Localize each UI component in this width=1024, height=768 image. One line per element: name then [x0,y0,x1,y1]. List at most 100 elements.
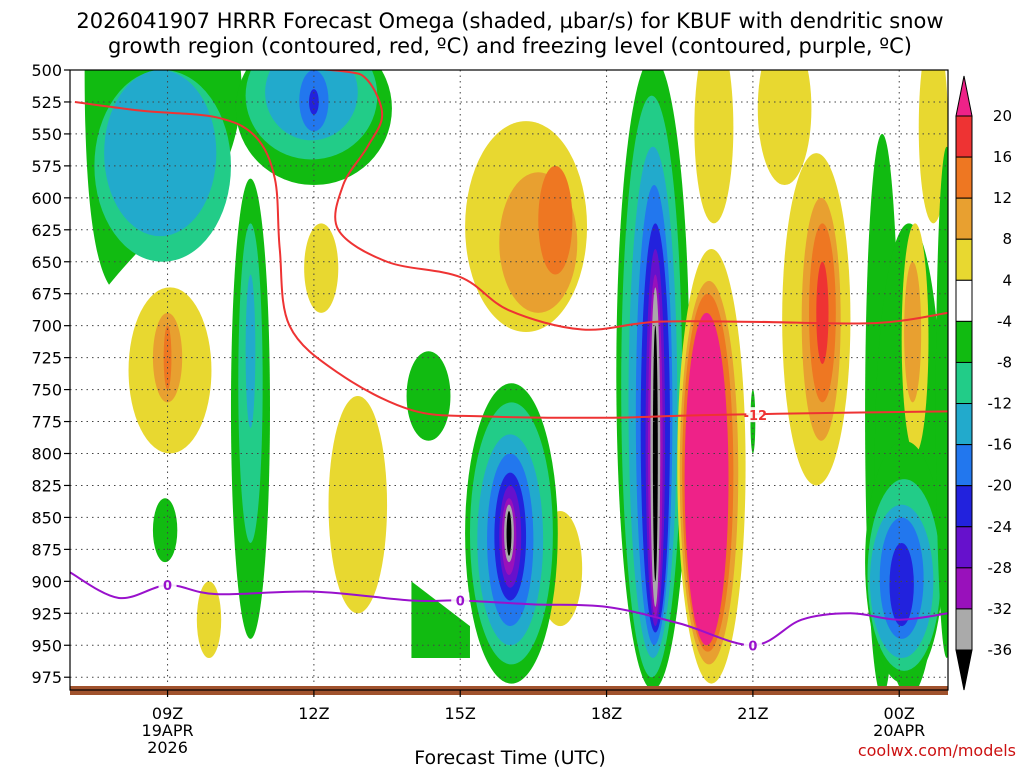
y-tick-label-19: 975 [31,668,62,687]
colorbar-segment-9 [955,485,973,528]
colorbar-label-13: -36 [988,641,1013,659]
chart-title-line1: 2026041907 HRRR Forecast Omega (shaded, … [76,9,943,33]
freezing-level-contour [70,571,948,647]
descent-12z-shade-13 [328,395,388,614]
ascent-14z-shade-17 [406,351,451,441]
y-tick-label-6: 650 [31,253,62,272]
x-tick-label-2-0: 15Z [445,704,476,723]
freezing-label-09z: 0 [163,579,172,594]
omega-shading [84,70,948,690]
ascent-10z-column-shade-9 [245,274,256,428]
colorbar-label-12: -32 [988,600,1013,618]
source-credit: coolwx.com/models [858,741,1016,760]
ascent-right-edge-shade-60 [935,146,948,658]
ascent-12z-shade-6 [309,89,319,115]
colorbar-label-7: -12 [988,395,1013,413]
colorbar-segment-3 [955,238,973,281]
colorbar-segment-0 [955,115,973,158]
ascent-00z-lower-shade-59 [889,542,914,627]
descent-20z-shade-44 [684,312,729,646]
pressure-axis: 500 525 550 575 600 625 650 675 700 725 750 775 800 8… [31,61,70,687]
colorbar-label-9: -20 [988,477,1013,495]
colorbar-label-4: 4 [1002,271,1012,289]
colorbar-label-1: 16 [993,148,1012,166]
colorbar-segment-10 [955,526,973,569]
dendritic-contour-label: -12 [744,409,768,424]
y-tick-label-13: 825 [31,476,62,495]
y-tick-label-10: 750 [31,381,62,400]
colorbar-label-8: -16 [988,436,1013,454]
colorbar-segment-5 [955,320,973,363]
colorbar-label-11: -28 [988,559,1013,577]
freezing-label-15z-bg [451,592,470,608]
contour-lines: -12 0 0 0 [70,70,948,654]
dendritic-contour-upper [316,70,948,331]
descent-09z-shade-12 [163,325,172,390]
ascent-upper-left-shade-1 [104,70,217,237]
x-tick-label-0-2: 2026 [147,738,188,757]
omega-colorbar: 20 16 12 8 4 -4 -8 -12 -16 -20 -24 -28 -32 -36 [955,75,1013,691]
y-tick-label-11: 775 [31,413,62,432]
mixed-00z-shade-54 [904,261,922,403]
ascent-16z-column-shade-30 [506,511,512,556]
descent-22z-shade-48 [816,261,829,365]
y-tick-label-0: 500 [31,61,62,80]
freezing-label-21z: 0 [748,639,757,654]
colorbar-segment-1 [955,156,973,199]
y-tick-label-2: 550 [31,125,62,144]
y-tick-label-1: 525 [31,93,62,112]
x-axis-label: Forecast Time (UTC) [414,747,605,768]
colorbar-label-3: 8 [1002,230,1012,248]
colorbar-segment-4 [955,279,973,322]
colorbar-segment-2 [955,197,973,240]
colorbar-label-2: 12 [993,189,1012,207]
x-tick-label-4-0: 21Z [737,704,768,723]
y-tick-label-5: 625 [31,221,62,240]
colorbar-label-6: -8 [997,353,1012,371]
colorbar-bottom-triangle [955,649,973,691]
plot-area: -12 0 0 0 500 525 550 575 600 625 650 675 700 725 750… [31,61,949,757]
colorbar-segment-7 [955,403,973,446]
colorbar-label-10: -24 [988,518,1013,536]
y-tick-label-14: 850 [31,508,62,527]
x-tick-label-5-0: 00Z [884,704,915,723]
colorbar-segment-6 [955,361,973,405]
colorbar-segment-11 [955,567,973,610]
y-tick-label-4: 600 [31,189,62,208]
dendritic-contour-lower [74,100,948,419]
descent-upper-right-shade-50 [918,70,948,224]
grid-lines [70,69,948,690]
y-tick-label-18: 950 [31,636,62,655]
freezing-label-09z-bg [158,577,177,593]
descent-12z-upper-shade-14 [304,223,339,313]
ascent-09z-low-shade-16 [152,498,178,563]
y-tick-label-3: 575 [31,157,62,176]
colorbar-label-0: 20 [993,107,1012,125]
y-tick-label-12: 800 [31,445,62,464]
dendritic-contour-label-bg [746,407,765,423]
freezing-label-15z: 0 [456,595,465,610]
x-tick-label-1-0: 12Z [298,704,329,723]
plot-frame [69,69,949,691]
colorbar-segment-8 [955,444,973,487]
x-tick-label-0-1: 19APR [142,721,194,740]
y-tick-label-17: 925 [31,604,62,623]
freezing-label-21z-bg [743,637,762,653]
x-tick-label-3-0: 18Z [591,704,622,723]
descent-16z-shade-21 [538,165,573,275]
y-tick-label-9: 725 [31,349,62,368]
descent-upper-right-shade-49 [757,70,812,186]
y-tick-label-7: 675 [31,285,62,304]
x-tick-label-0-0: 09Z [152,704,183,723]
descent-20z-shade-40 [694,70,734,224]
descent-10z-low-shade-15 [196,581,222,659]
chart-title-line2: growth region (contoured, red, ºC) and f… [108,34,912,58]
y-tick-label-15: 875 [31,540,62,559]
y-tick-label-8: 700 [31,317,62,336]
colorbar-top-triangle [955,75,973,117]
y-tick-label-16: 900 [31,572,62,591]
colorbar-label-5: -4 [997,312,1012,330]
x-tick-label-5-1: 20APR [873,721,925,740]
